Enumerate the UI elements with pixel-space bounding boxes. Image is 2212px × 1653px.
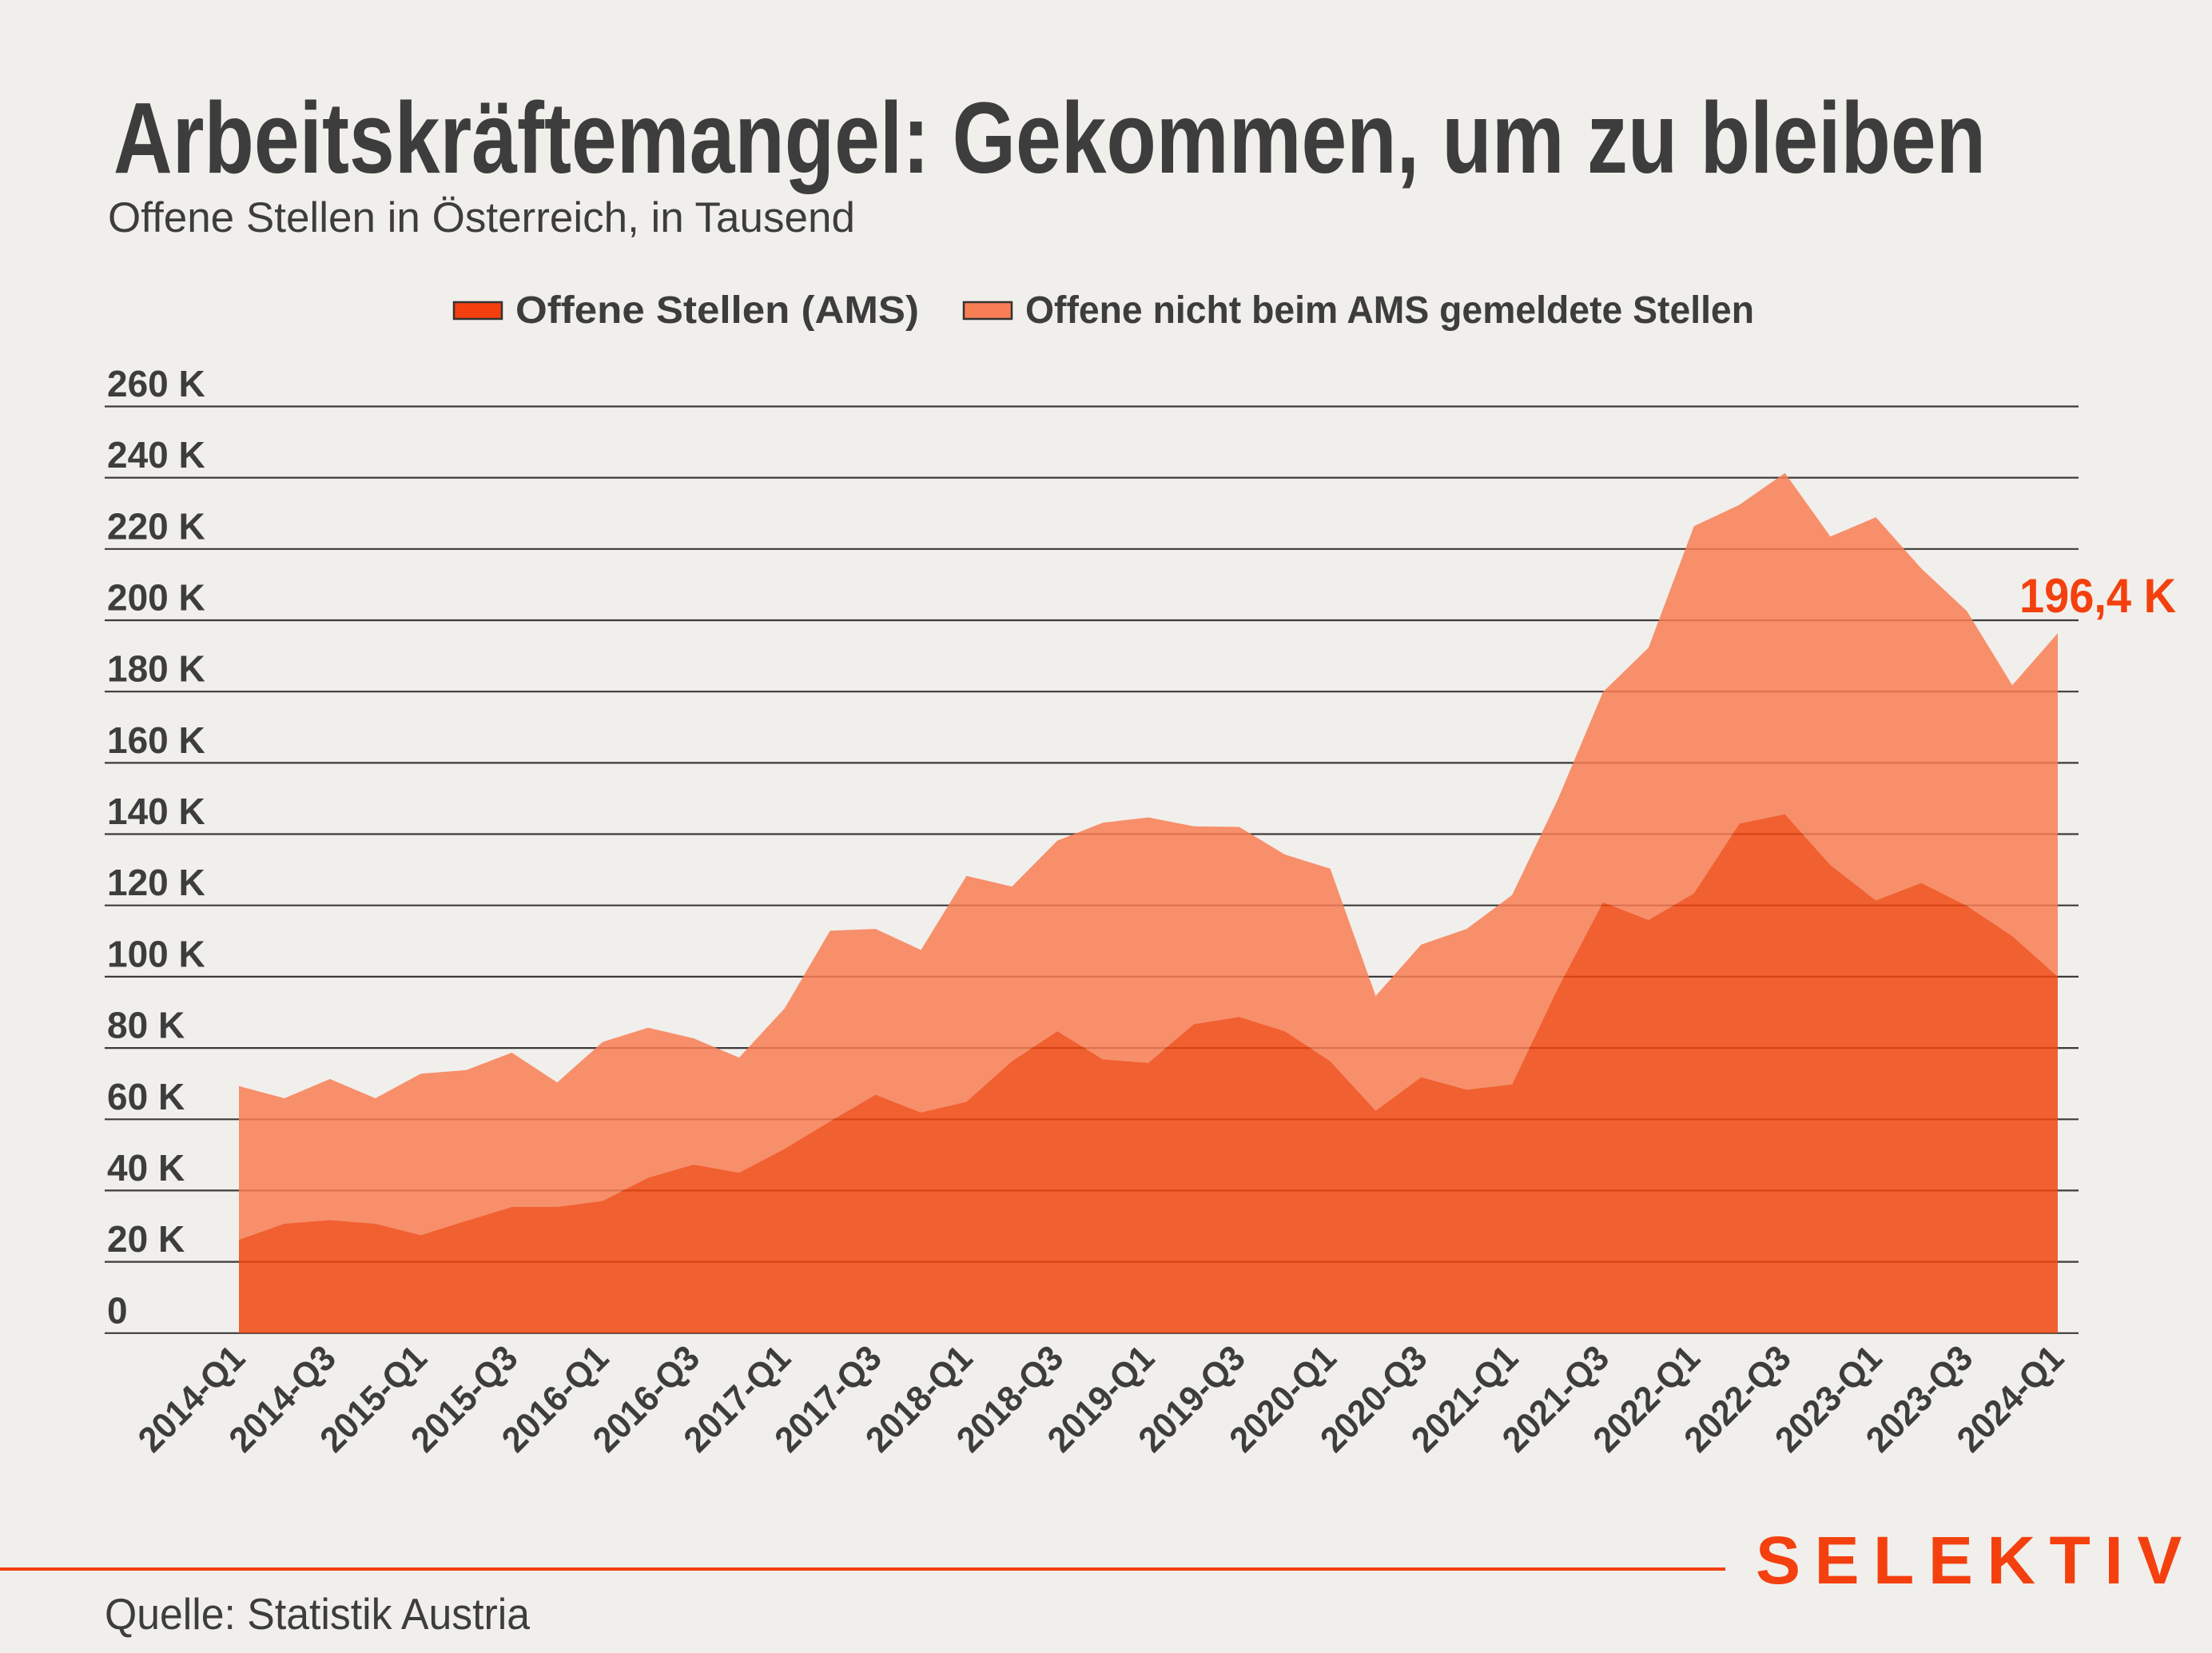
svg-text:Offene Stellen (AMS): Offene Stellen (AMS) xyxy=(515,289,919,332)
svg-text:Offene nicht beim AMS gemeldet: Offene nicht beim AMS gemeldete Stellen xyxy=(1025,289,1754,332)
svg-text:20 K: 20 K xyxy=(107,1218,185,1260)
svg-text:240 K: 240 K xyxy=(107,434,205,476)
svg-text:260 K: 260 K xyxy=(107,363,205,404)
svg-text:60 K: 60 K xyxy=(107,1076,185,1117)
svg-text:160 K: 160 K xyxy=(107,719,205,761)
svg-text:40 K: 40 K xyxy=(107,1147,185,1189)
svg-text:140 K: 140 K xyxy=(107,791,205,832)
svg-text:Offene Stellen in Österreich,: Offene Stellen in Österreich, in Tausend xyxy=(108,194,855,241)
svg-text:100 K: 100 K xyxy=(107,933,205,974)
svg-text:200 K: 200 K xyxy=(107,577,205,619)
svg-text:0: 0 xyxy=(107,1289,128,1331)
svg-text:220 K: 220 K xyxy=(107,505,205,547)
svg-text:Quelle: Statistik Austria: Quelle: Statistik Austria xyxy=(105,1589,530,1639)
svg-text:SELEKTIV: SELEKTIV xyxy=(1756,1523,2196,1598)
svg-text:120 K: 120 K xyxy=(107,862,205,903)
svg-text:180 K: 180 K xyxy=(107,648,205,690)
svg-text:196,4 K: 196,4 K xyxy=(2019,569,2176,623)
svg-text:Arbeitskräftemangel: Gekommen,: Arbeitskräftemangel: Gekommen, um zu ble… xyxy=(113,82,1986,194)
svg-text:80 K: 80 K xyxy=(107,1005,185,1046)
